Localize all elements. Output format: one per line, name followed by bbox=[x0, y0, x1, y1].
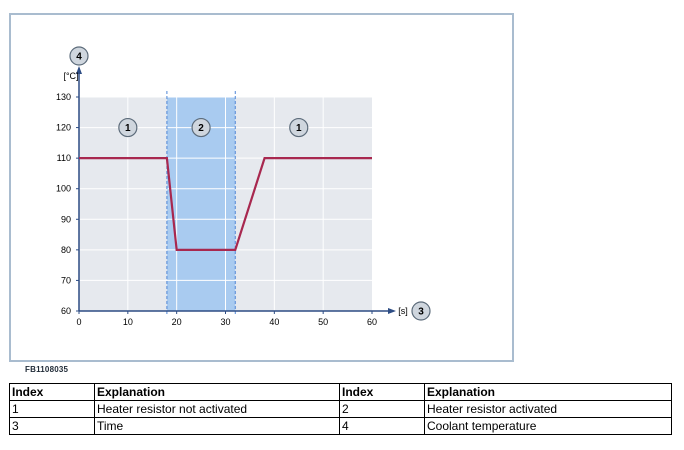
y-axis-callout-circle bbox=[69, 46, 89, 66]
legend-index-cell: 1 bbox=[9, 400, 95, 418]
figure-code: FB1108035 bbox=[25, 365, 69, 374]
x-tick-label: 30 bbox=[220, 317, 230, 327]
legend-header-explanation-2: Explanation bbox=[424, 383, 672, 401]
y-tick-label: 130 bbox=[56, 92, 71, 102]
region-callout-label: 1 bbox=[296, 123, 302, 134]
x-axis-callout-circle bbox=[411, 301, 431, 321]
y-unit-label: [°C] bbox=[63, 71, 78, 81]
x-tick-label: 20 bbox=[172, 317, 182, 327]
x-tick-label: 40 bbox=[269, 317, 279, 327]
legend-index-cell: 2 bbox=[339, 400, 425, 418]
y-tick-label: 70 bbox=[61, 275, 71, 285]
y-tick-label: 110 bbox=[57, 153, 71, 163]
region-callout: 2 bbox=[191, 117, 211, 138]
region-callout-circle bbox=[289, 117, 309, 138]
legend-header-index-2: Index bbox=[339, 383, 425, 401]
y-tick-label: 80 bbox=[61, 245, 71, 255]
y-tick-label: 120 bbox=[56, 123, 71, 133]
y-tick-label: 100 bbox=[56, 184, 71, 194]
legend-header-row: Index Explanation Index Explanation bbox=[9, 383, 672, 401]
y-axis-callout-label: 4 bbox=[76, 52, 82, 63]
region-callout: 1 bbox=[289, 117, 309, 138]
legend-index-cell: 3 bbox=[9, 417, 95, 435]
x-tick-label: 50 bbox=[318, 317, 328, 327]
x-axis-arrow bbox=[388, 308, 396, 314]
y-tick-label: 90 bbox=[61, 214, 71, 224]
legend-row: 1 Heater resistor not activated 2 Heater… bbox=[9, 400, 672, 418]
legend-row: 3 Time 4 Coolant temperature bbox=[9, 417, 672, 435]
region-callout: 1 bbox=[118, 117, 138, 138]
legend-explanation-cell: Time bbox=[94, 417, 340, 435]
x-axis-callout-label: 3 bbox=[418, 307, 424, 318]
figure-frame: 0 10 20 30 40 50 60 60 70 80 90 100 110 120 130 [°C] [s]… bbox=[9, 13, 514, 374]
region-callout-circle bbox=[191, 117, 211, 138]
y-axis-arrow bbox=[76, 66, 82, 74]
x-tick-label: 10 bbox=[123, 317, 133, 327]
region-callout-label: 2 bbox=[198, 123, 204, 134]
legend-header-explanation-1: Explanation bbox=[94, 383, 340, 401]
y-axis-callout: 4 bbox=[69, 46, 89, 66]
x-tick-label: 60 bbox=[367, 317, 377, 327]
y-tick-label: 60 bbox=[61, 306, 71, 316]
x-tick-label: 0 bbox=[76, 317, 81, 327]
x-axis-callout: 3 bbox=[411, 301, 431, 321]
legend-header-index-1: Index bbox=[9, 383, 95, 401]
legend-table: Index Explanation Index Explanation 1 He… bbox=[9, 383, 672, 435]
region-callout-label: 1 bbox=[125, 123, 131, 134]
x-unit-label: [s] bbox=[398, 306, 408, 316]
coolant-temperature-line bbox=[79, 157, 372, 251]
legend-explanation-cell: Heater resistor activated bbox=[424, 400, 672, 418]
legend-explanation-cell: Heater resistor not activated bbox=[94, 400, 340, 418]
region-callout-circle bbox=[118, 117, 138, 138]
legend-explanation-cell: Coolant temperature bbox=[424, 417, 672, 435]
legend-index-cell: 4 bbox=[339, 417, 425, 435]
line-chart: 0 10 20 30 40 50 60 60 70 80 90 100 110 120 130 [°C] [s]… bbox=[56, 46, 431, 327]
